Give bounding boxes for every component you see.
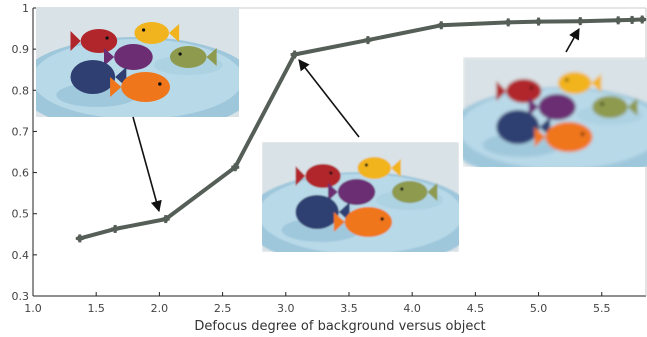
data-point-marker <box>534 17 543 26</box>
annotation-arrow-3 <box>565 28 580 53</box>
y-tick-label: 0.4 <box>12 249 30 262</box>
data-point-marker <box>363 36 372 45</box>
inset-image-sharp <box>36 7 239 117</box>
annotation-arrow-2 <box>298 59 360 138</box>
x-tick-label: 3.5 <box>340 302 358 315</box>
data-point-marker <box>638 15 647 24</box>
x-tick-label: 3.0 <box>277 302 295 315</box>
x-ticks: 1.0 1.5 2.0 2.5 3.0 3.5 4.0 4.5 5.0 5.5 <box>24 292 611 315</box>
x-tick-label: 1.0 <box>24 302 42 315</box>
data-point-marker <box>75 234 84 243</box>
annotation-arrow-1 <box>132 116 162 213</box>
data-point-marker <box>161 215 170 224</box>
x-tick-label: 2.5 <box>214 302 232 315</box>
data-point-marker <box>576 17 585 26</box>
series-markers <box>75 15 647 243</box>
x-tick-label: 5.0 <box>530 302 548 315</box>
data-point-marker <box>437 21 446 30</box>
data-point-marker <box>231 163 240 172</box>
x-axis-title: Defocus degree of background versus obje… <box>194 319 485 334</box>
data-point-marker <box>614 16 623 25</box>
inset-image-moderate-blur <box>262 142 460 252</box>
y-tick-label: 0.8 <box>12 84 30 97</box>
y-tick-label: 0.9 <box>12 43 30 56</box>
data-point-marker <box>628 15 637 24</box>
y-tick-label: 0.6 <box>12 167 30 180</box>
y-tick-label: 0.5 <box>12 208 30 221</box>
x-tick-label: 4.0 <box>403 302 421 315</box>
inset-image-strong-blur <box>463 57 647 167</box>
data-point-marker <box>111 224 120 233</box>
x-tick-label: 5.5 <box>593 302 611 315</box>
x-tick-label: 4.5 <box>467 302 485 315</box>
y-ticks: 0.3 0.4 0.5 0.6 0.7 0.8 0.9 1 <box>12 2 37 303</box>
y-tick-label: 0.3 <box>12 290 30 303</box>
data-point-marker <box>290 50 299 59</box>
data-point-marker <box>504 18 513 27</box>
y-tick-label: 0.7 <box>12 125 30 138</box>
y-tick-label: 1 <box>22 2 29 15</box>
x-tick-label: 2.0 <box>151 302 169 315</box>
x-tick-label: 1.5 <box>87 302 105 315</box>
